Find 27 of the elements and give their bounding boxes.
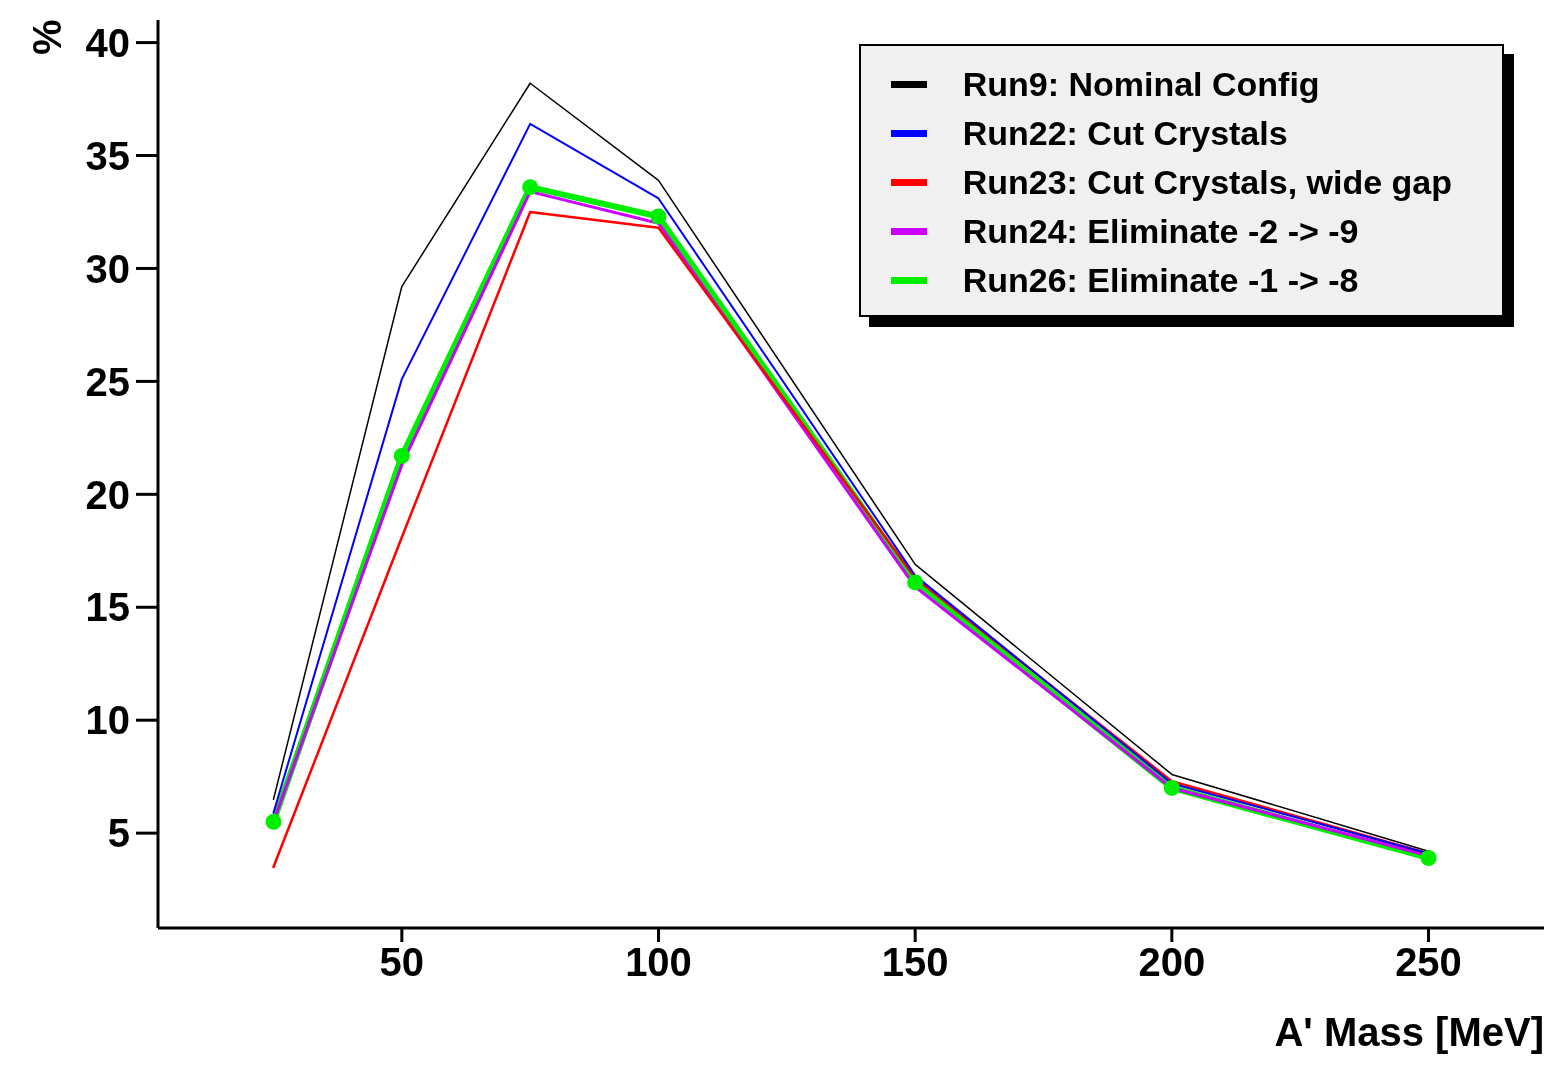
legend-label: Run22: Cut Crystals (962, 114, 1288, 153)
y-tick-label: 20 (85, 472, 130, 517)
point (650, 208, 667, 225)
y-tick-label: 25 (85, 359, 130, 404)
x-tick-label: 150 (881, 940, 949, 985)
y-tick-label: 40 (85, 20, 130, 65)
y-tick-label: 5 (107, 811, 130, 856)
legend-label: Run23: Cut Crystals, wide gap (962, 163, 1452, 202)
point (907, 574, 924, 591)
legend-label: Run26: Eliminate -1 -> -8 (962, 261, 1359, 300)
point (393, 447, 410, 464)
y-tick-label: 10 (85, 698, 130, 743)
y-axis-title: % (25, 19, 70, 55)
x-tick-label: 50 (379, 940, 425, 985)
x-tick-label: 250 (1395, 940, 1462, 985)
point (265, 813, 282, 830)
y-tick-label: 30 (85, 246, 130, 291)
legend-label: Run24: Eliminate -2 -> -9 (962, 212, 1359, 251)
y-tick-label: 35 (85, 133, 130, 178)
point (522, 179, 539, 196)
x-tick-label: 100 (625, 940, 692, 985)
point (1420, 849, 1437, 866)
x-axis-title: A' Mass [MeV] (1274, 1009, 1544, 1056)
y-tick-label: 15 (85, 585, 130, 630)
point (1163, 779, 1180, 796)
legend-label: Run9: Nominal Config (962, 65, 1320, 104)
x-tick-label: 200 (1138, 940, 1206, 985)
